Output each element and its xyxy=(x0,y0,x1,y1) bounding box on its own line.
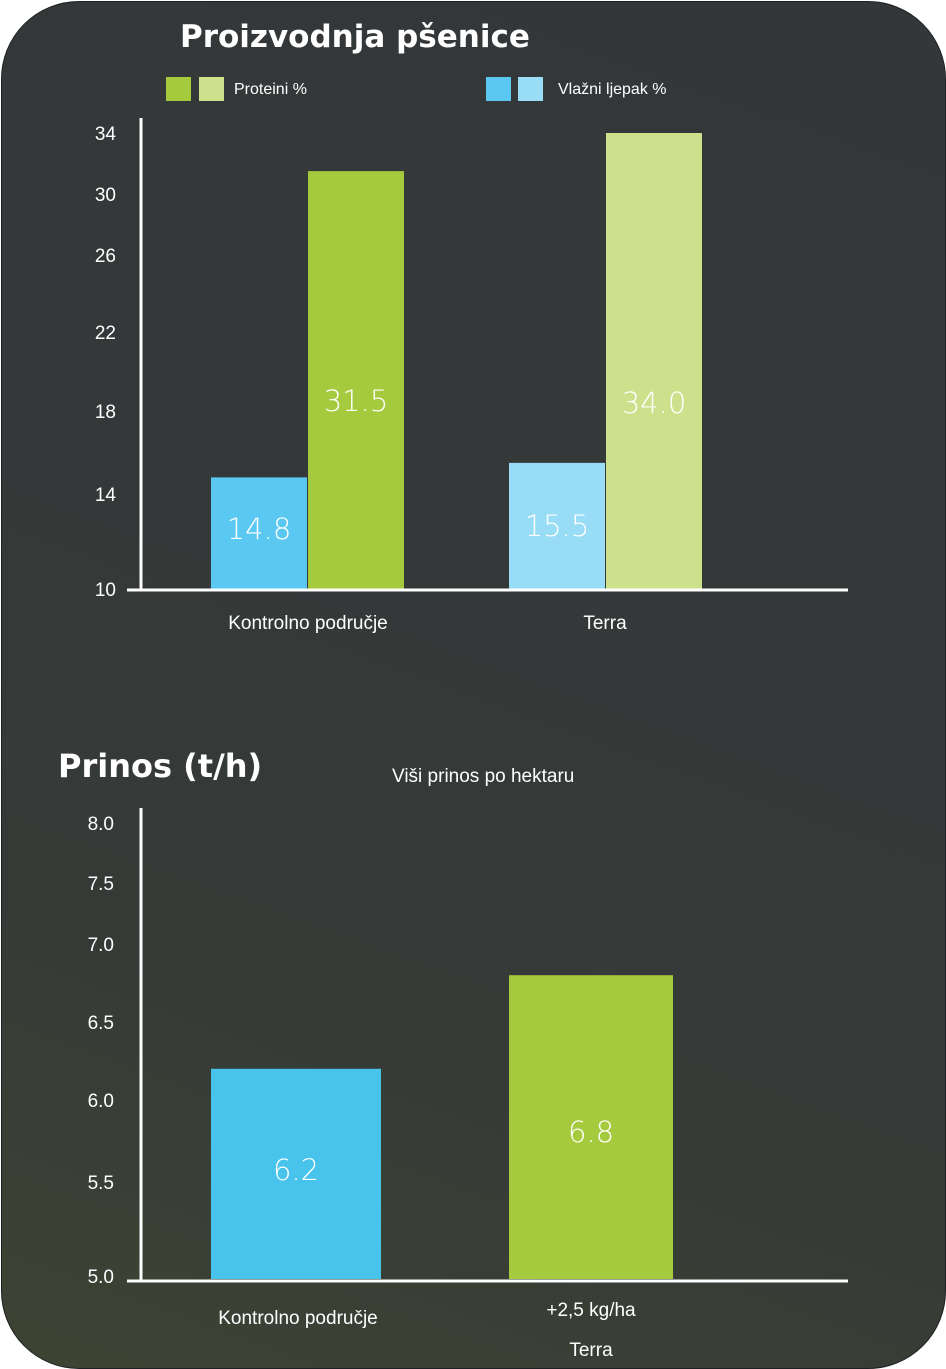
legend-label-gluten: Vlažni ljepak % xyxy=(558,81,667,98)
yield-y-tick-label: 6.0 xyxy=(88,1091,114,1112)
legend-swatch-protein-terra xyxy=(199,77,224,101)
chart-title: Proizvodnja pšenice xyxy=(180,19,530,55)
bar-gluten-terra xyxy=(509,462,605,589)
bar-protein-control xyxy=(308,171,404,589)
yield-x-category-label-terra: Terra xyxy=(569,1340,613,1361)
y-tick-label: 10 xyxy=(95,580,116,601)
legend-swatch-gluten-control xyxy=(486,77,511,101)
yield-category-note-terra: +2,5 kg/ha xyxy=(546,1300,636,1321)
yield-y-tick-label: 5.5 xyxy=(88,1173,114,1194)
yield-y-tick-label: 7.5 xyxy=(88,874,114,895)
bar-value-label: 34.0 xyxy=(622,386,687,420)
legend-swatch-gluten-terra xyxy=(518,77,543,101)
yield-chart-subtitle: Viši prinos po hektaru xyxy=(392,766,574,787)
y-tick-label: 26 xyxy=(95,246,116,267)
bar-gluten-control xyxy=(211,477,307,589)
x-category-label-terra: Terra xyxy=(583,613,627,634)
bar-value-label: 14.8 xyxy=(227,512,292,546)
y-tick-label: 14 xyxy=(95,485,117,506)
legend-swatch-protein-control xyxy=(166,77,191,101)
yield-chart-title: Prinos (t/h) xyxy=(58,747,262,785)
bar-protein-terra xyxy=(606,133,702,589)
bar-value-label: 15.5 xyxy=(525,509,590,543)
yield-y-tick-label: 5.0 xyxy=(88,1267,114,1288)
yield-bar-value-label: 6.2 xyxy=(273,1153,319,1187)
legend-label-protein: Proteini % xyxy=(234,81,307,98)
yield-bar-terra xyxy=(509,975,673,1279)
y-tick-label: 22 xyxy=(95,323,116,344)
bar-value-label: 31.5 xyxy=(324,384,389,418)
yield-x-category-label-control: Kontrolno područje xyxy=(218,1308,378,1329)
y-tick-label: 30 xyxy=(95,185,116,206)
yield-y-tick-label: 6.5 xyxy=(88,1013,114,1034)
yield-bar-control xyxy=(211,1068,381,1279)
x-category-label-control: Kontrolno područje xyxy=(228,613,388,634)
y-tick-label: 34 xyxy=(95,124,117,145)
yield-y-tick-label: 7.0 xyxy=(88,935,114,956)
yield-bar-value-label: 6.8 xyxy=(568,1115,614,1149)
y-tick-label: 18 xyxy=(95,402,116,423)
yield-y-tick-label: 8.0 xyxy=(88,814,114,835)
